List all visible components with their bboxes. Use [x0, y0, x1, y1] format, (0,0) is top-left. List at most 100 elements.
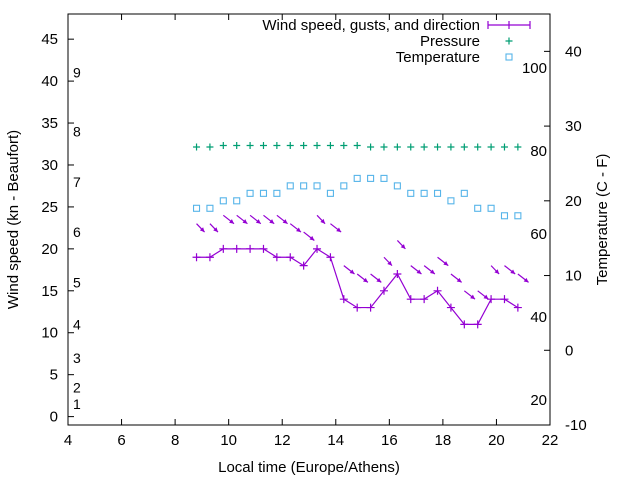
- wind-speed-point: [433, 286, 442, 295]
- legend-label-pressure: Pressure: [420, 33, 480, 50]
- pressure-point: [434, 143, 442, 151]
- pressure-point: [313, 142, 321, 150]
- fahrenheit-label: 40: [530, 309, 547, 326]
- temperature-point: [407, 189, 415, 197]
- temperature-point: [500, 212, 509, 220]
- wind-speed-point: [473, 320, 482, 329]
- wind-speed-line: [196, 248, 519, 325]
- pressure-point: [447, 143, 455, 151]
- wind-direction-arrowhead: [523, 277, 529, 283]
- wind-speed-point: [420, 295, 429, 304]
- x-tick-label: 14: [327, 432, 344, 449]
- pressure-point: [460, 143, 468, 151]
- wind-speed-point: [192, 253, 201, 262]
- wind-speed-point: [313, 244, 322, 253]
- legend-symbol-pressure: [505, 37, 513, 45]
- wind-direction-arrowhead: [494, 269, 500, 275]
- wind-speed-point: [246, 244, 255, 253]
- temperature-point: [420, 189, 428, 197]
- y2-axis-title: Temperature (C - F): [594, 154, 611, 286]
- pressure-point: [420, 143, 428, 151]
- wind-speed-point: [446, 303, 455, 312]
- axes-layer: 4 6 8 10 12 14 16 18 20 22051015202530354045-1001…: [5, 13, 611, 476]
- temperature-point: [487, 204, 495, 212]
- y2-tick-label: 0: [565, 342, 573, 359]
- x-axis-title: Local time (Europe/Athens): [218, 459, 400, 476]
- pressure-point: [367, 143, 375, 151]
- temperature-point: [474, 204, 482, 212]
- y2-tick-label: -10: [565, 417, 587, 434]
- legend-symbol-wind: [487, 21, 531, 29]
- wind-direction-arrowhead: [320, 218, 326, 224]
- y-tick-label: 40: [41, 73, 58, 90]
- x-tick-label: 18: [435, 432, 452, 449]
- wind-direction-arrowhead: [255, 219, 261, 224]
- temperature-point: [233, 197, 241, 205]
- wind-direction-arrowhead: [510, 269, 516, 275]
- y-tick-label: 20: [41, 241, 58, 258]
- temperature-point: [353, 174, 361, 182]
- wind-speed-point: [286, 253, 295, 262]
- beaufort-label: 3: [73, 350, 81, 366]
- temperature-point: [380, 174, 388, 182]
- x-tick-label: 6: [117, 432, 125, 449]
- wind-direction-arrowhead: [443, 261, 449, 266]
- temperature-point: [514, 212, 522, 220]
- pressure-point: [380, 143, 388, 151]
- wind-direction-arrowhead: [376, 277, 382, 283]
- temperature-point: [286, 182, 294, 190]
- temperature-point: [300, 182, 308, 190]
- wind-speed-point: [406, 295, 415, 304]
- y-tick-label: 35: [41, 115, 58, 132]
- y2-tick-label: 20: [565, 193, 582, 210]
- wind-speed-point: [339, 295, 348, 304]
- fahrenheit-label: 20: [530, 392, 547, 409]
- legend-symbol-temperature: [505, 53, 513, 61]
- wind-direction-arrowhead: [309, 235, 315, 241]
- fahrenheit-label: 60: [530, 226, 547, 243]
- wind-speed-point: [272, 253, 281, 262]
- wind-direction-arrowhead: [400, 244, 406, 249]
- temperature-point: [433, 189, 442, 197]
- y-tick-label: 10: [41, 325, 58, 342]
- pressure-point: [206, 143, 214, 151]
- legend-label-temperature: Temperature: [396, 49, 480, 66]
- x-tick-label: 8: [171, 432, 179, 449]
- wind-direction-arrowhead: [199, 227, 205, 233]
- wind-direction-arrowhead: [349, 269, 355, 275]
- wind-direction-arrowhead: [213, 227, 218, 233]
- pressure-point: [273, 142, 281, 150]
- pressure-point: [353, 142, 361, 150]
- temperature-point: [367, 174, 375, 182]
- plot-frame: [67, 13, 551, 426]
- x-tick-label: 20: [488, 432, 505, 449]
- wind-direction-arrowhead: [296, 227, 301, 233]
- y-axis-title: Wind speed (kn - Beaufort): [5, 130, 22, 309]
- pressure-point: [326, 142, 334, 150]
- wind-direction-arrowhead: [269, 219, 275, 224]
- beaufort-label: 9: [73, 65, 81, 81]
- wind-speed-point: [219, 244, 228, 253]
- pressure-point: [474, 143, 482, 151]
- pressure-point: [286, 142, 294, 150]
- y-tick-label: 30: [41, 157, 58, 174]
- temperature-point: [326, 189, 334, 197]
- wind-speed-point: [487, 295, 496, 304]
- wind-direction-arrowhead: [229, 219, 235, 224]
- wind-direction-arrowhead: [336, 227, 342, 233]
- pressure-point: [193, 143, 201, 151]
- wind-direction-arrowhead: [416, 269, 422, 275]
- temperature-point: [447, 197, 455, 205]
- fahrenheit-label: 100: [522, 60, 547, 77]
- wind-speed-point: [326, 253, 335, 262]
- wind-direction-arrowhead: [282, 219, 288, 224]
- y2-tick-label: 40: [565, 43, 582, 60]
- wind-direction-arrowhead: [387, 260, 393, 266]
- wind-speed-point: [259, 244, 268, 253]
- temperature-point: [246, 189, 254, 197]
- x-tick-label: 4: [64, 432, 72, 449]
- temperature-point: [273, 189, 281, 197]
- fahrenheit-label: 80: [530, 143, 547, 160]
- wind-direction-arrowhead: [429, 269, 435, 275]
